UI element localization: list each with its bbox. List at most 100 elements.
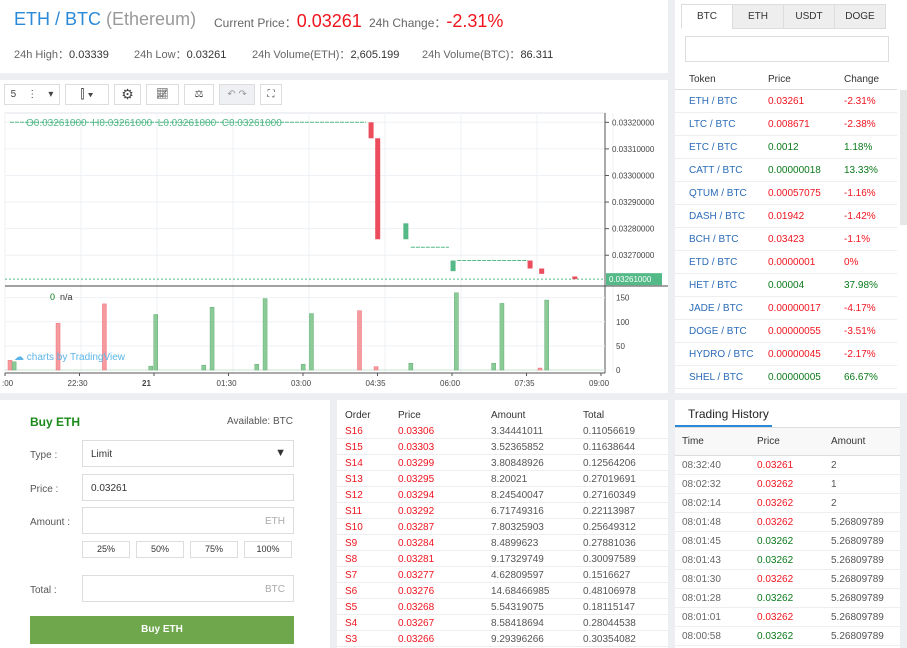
order-price: 0.03266 — [398, 634, 435, 645]
token-row[interactable]: JADE / BTC 0.00000017 -4.17% — [675, 297, 897, 320]
token-list-scrollbar[interactable] — [900, 90, 907, 225]
fullscreen-button[interactable]: ⛶ — [260, 84, 282, 105]
compare-button[interactable]: ⚖ — [184, 84, 214, 105]
token-row[interactable]: DASH / BTC 0.01942 -1.42% — [675, 205, 897, 228]
chevron-down-icon: ▾ — [48, 89, 54, 100]
price-tick-label: 0.03290000 — [612, 198, 655, 207]
col-order: Order — [345, 410, 371, 421]
undo-redo-group[interactable]: ↶ ↷ — [219, 84, 255, 105]
token-change: 66.67% — [844, 372, 878, 383]
token-row[interactable]: LTC / BTC 0.008671 -2.38% — [675, 113, 897, 136]
current-price-tag-label: 0.03261000 — [609, 275, 652, 284]
token-price: 0.00000005 — [768, 372, 821, 383]
order-row[interactable]: S8 0.03281 9.17329749 0.30097589 — [337, 551, 668, 567]
trade-row: 08:01:43 0.03262 5.26809789 — [675, 551, 900, 570]
order-type-select[interactable]: Limit ▼ — [82, 440, 294, 467]
trade-price: 0.03262 — [757, 593, 794, 604]
order-total: 0.25649312 — [583, 522, 636, 533]
tradingview-watermark[interactable]: ☁ charts by TradingView — [14, 352, 125, 363]
trade-time: 08:01:01 — [682, 612, 721, 623]
order-row[interactable]: S6 0.03276 14.68466985 0.48106978 — [337, 583, 668, 599]
redo-icon[interactable]: ↷ — [238, 89, 247, 100]
volume-tick-label: 0 — [616, 366, 621, 375]
price-tick-label: 0.03310000 — [612, 145, 655, 154]
tab-btc[interactable]: BTC — [681, 4, 733, 29]
token-row[interactable]: ETD / BTC 0.0000001 0% — [675, 251, 897, 274]
price-tick-label: 0.03280000 — [612, 225, 655, 234]
token-change: -1.16% — [844, 188, 876, 199]
order-row[interactable]: S3 0.03266 9.29396266 0.30354082 — [337, 631, 668, 647]
order-row[interactable]: S10 0.03287 7.80325903 0.25649312 — [337, 519, 668, 535]
volume-bar — [408, 362, 414, 371]
order-price: 0.03306 — [398, 426, 435, 437]
tab-eth[interactable]: ETH — [732, 4, 784, 29]
pair-title: ETH / BTC (Ethereum) — [14, 9, 196, 30]
order-row[interactable]: S12 0.03294 8.24540047 0.27160349 — [337, 487, 668, 503]
order-row[interactable]: S14 0.03299 3.80848926 0.12564206 — [337, 455, 668, 471]
indicators-button[interactable]: 📈︎ — [146, 84, 179, 105]
order-row[interactable]: S9 0.03284 8.4899623 0.27881036 — [337, 535, 668, 551]
token-row[interactable]: HYDRO / BTC 0.00000045 -2.17% — [675, 343, 897, 366]
col-amount: Amount — [831, 436, 866, 447]
tab-trading-history[interactable]: Trading History — [675, 400, 772, 427]
trade-amount: 5.26809789 — [831, 555, 884, 566]
volume-bar — [11, 361, 17, 371]
token-pair: ETC / BTC — [689, 142, 738, 153]
order-total: 0.30354082 — [583, 634, 636, 645]
token-row[interactable]: DOGE / BTC 0.00000055 -3.51% — [675, 320, 897, 343]
trade-amount: 2 — [831, 498, 837, 509]
token-price: 0.008671 — [768, 119, 810, 130]
token-pair: DASH / BTC — [689, 211, 746, 222]
percent-50-button[interactable]: 50% — [136, 541, 184, 558]
percent-75-button[interactable]: 75% — [190, 541, 238, 558]
token-pair: HET / BTC — [689, 280, 738, 291]
price-input[interactable]: 0.03261 — [82, 474, 294, 501]
token-row[interactable]: QTUM / BTC 0.00057075 -1.16% — [675, 182, 897, 205]
tab-doge[interactable]: DOGE — [834, 4, 886, 29]
order-price: 0.03303 — [398, 442, 435, 453]
token-row[interactable]: ETH / BTC 0.03261 -2.31% — [675, 90, 897, 113]
settings-button[interactable]: ⚙ — [114, 84, 141, 105]
history-scrollbar[interactable] — [900, 400, 907, 648]
chart-type-button[interactable]: ⫿ ▾ — [65, 84, 109, 105]
volume-value: 0 — [50, 292, 56, 302]
current-price-label: Current Price： — [214, 16, 297, 30]
chart-canvas[interactable]: 0.03320000 0.03310000 0.03300000 0.03290000… — [0, 80, 668, 393]
order-row[interactable]: S16 0.03306 3.34441011 0.11056619 — [337, 423, 668, 439]
amount-input[interactable]: ETH — [82, 507, 294, 534]
token-price: 0.00000018 — [768, 165, 821, 176]
order-row[interactable]: S15 0.03303 3.52365852 0.11638644 — [337, 439, 668, 455]
order-row[interactable]: S5 0.03268 5.54319075 0.18115147 — [337, 599, 668, 615]
tradingview-logo-icon: ☁ — [14, 352, 24, 363]
percent-100-button[interactable]: 100% — [244, 541, 292, 558]
stat-value: 86.311 — [520, 49, 554, 61]
token-list-panel: BTC ETH USDT DOGE Token Price Change ETH /… — [675, 0, 907, 393]
order-row[interactable]: S13 0.03295 8.20021 0.27019691 — [337, 471, 668, 487]
buy-eth-button[interactable]: Buy ETH — [30, 616, 294, 644]
tab-usdt[interactable]: USDT — [783, 4, 835, 29]
order-amount: 9.17329749 — [491, 554, 544, 565]
order-amount: 9.29396266 — [491, 634, 544, 645]
token-search-input[interactable] — [685, 36, 889, 62]
undo-icon[interactable]: ↶ — [227, 89, 236, 100]
amount-label: Amount : — [30, 517, 71, 528]
percent-25-button[interactable]: 25% — [82, 541, 130, 558]
order-row[interactable]: S4 0.03267 8.58418694 0.28044538 — [337, 615, 668, 631]
token-row[interactable]: ETC / BTC 0.0012 1.18% — [675, 136, 897, 159]
interval-select[interactable]: 5 ⋮ ▾ — [4, 84, 60, 105]
total-input[interactable]: BTC — [82, 575, 294, 602]
candle — [539, 268, 545, 274]
order-row[interactable]: S11 0.03292 6.71749316 0.22113987 — [337, 503, 668, 519]
order-id: S8 — [345, 554, 358, 565]
token-row[interactable]: HET / BTC 0.00004 37.98% — [675, 274, 897, 297]
order-id: S16 — [345, 426, 363, 437]
volume-tick-label: 100 — [616, 318, 630, 327]
token-row[interactable]: BCH / BTC 0.03423 -1.1% — [675, 228, 897, 251]
trade-amount: 1 — [831, 479, 837, 490]
token-row[interactable]: CATT / BTC 0.00000018 13.33% — [675, 159, 897, 182]
token-row[interactable]: SHEL / BTC 0.00000005 66.67% — [675, 366, 897, 389]
order-row[interactable]: S7 0.03277 4.62809597 0.1516627 — [337, 567, 668, 583]
stat-value: 0.03261 — [186, 49, 227, 61]
trade-time: 08:32:40 — [682, 460, 721, 471]
order-price: 0.03294 — [398, 490, 435, 501]
